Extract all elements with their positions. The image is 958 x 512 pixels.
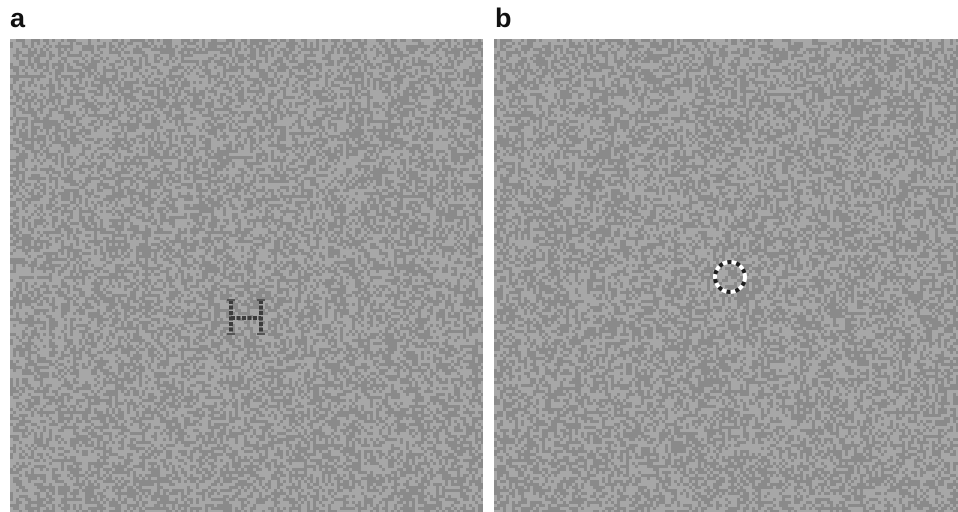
panel-b-noise-image (494, 39, 958, 512)
letter-h-stimulus (227, 299, 265, 335)
panel-label-a: a (10, 3, 26, 33)
panel-a-noise-image (10, 39, 483, 512)
panel-label-b: b (495, 3, 512, 33)
noise-texture-a (10, 39, 483, 512)
noise-field-a (10, 39, 483, 512)
noise-field-b (494, 39, 958, 512)
noise-texture-b (494, 39, 958, 512)
ring-stimulus (713, 260, 747, 294)
